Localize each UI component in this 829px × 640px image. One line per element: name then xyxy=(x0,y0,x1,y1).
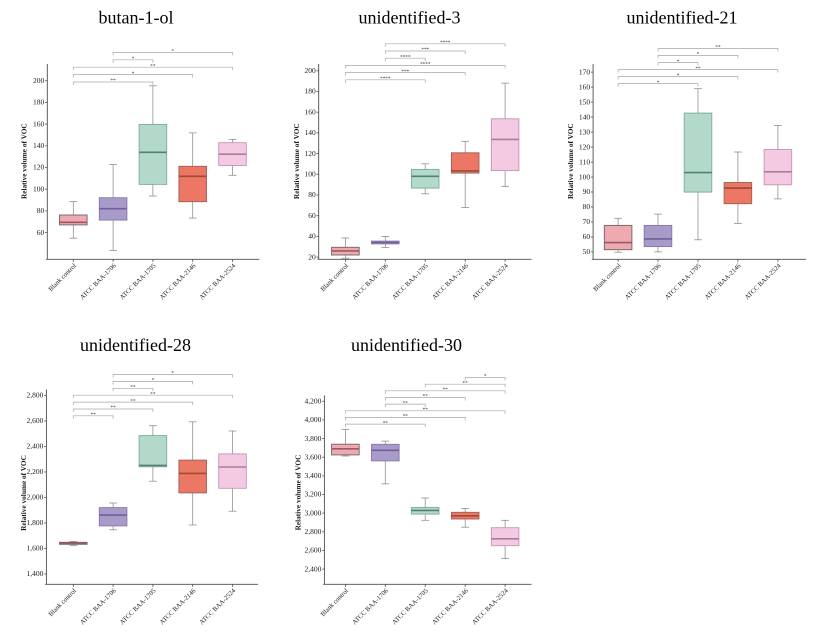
svg-text:**: ** xyxy=(403,414,409,420)
svg-text:140: 140 xyxy=(579,112,591,121)
svg-text:Relative volume of VOC: Relative volume of VOC xyxy=(294,455,303,531)
svg-text:120: 120 xyxy=(33,163,45,172)
svg-text:**: ** xyxy=(91,412,97,418)
svg-text:*: * xyxy=(172,49,175,55)
svg-text:Relative volume of VOC: Relative volume of VOC xyxy=(20,123,29,199)
svg-text:140: 140 xyxy=(33,141,45,150)
svg-text:****: **** xyxy=(420,62,431,68)
svg-text:70: 70 xyxy=(583,217,591,226)
svg-text:160: 160 xyxy=(304,107,316,116)
svg-text:**: ** xyxy=(403,400,409,406)
svg-text:2,600: 2,600 xyxy=(27,416,44,425)
svg-text:150: 150 xyxy=(579,97,591,106)
svg-text:Relative volume of VOC: Relative volume of VOC xyxy=(566,123,575,199)
svg-text:2,200: 2,200 xyxy=(27,467,44,476)
svg-text:90: 90 xyxy=(583,187,591,196)
svg-text:50: 50 xyxy=(583,247,591,256)
svg-text:1,400: 1,400 xyxy=(27,569,44,578)
svg-text:**: ** xyxy=(423,407,429,413)
svg-text:**: ** xyxy=(130,385,136,391)
svg-text:*: * xyxy=(677,73,680,79)
svg-text:3,400: 3,400 xyxy=(305,471,322,480)
svg-text:160: 160 xyxy=(579,82,591,91)
svg-text:40: 40 xyxy=(308,232,316,241)
svg-text:**: ** xyxy=(695,66,701,72)
svg-text:*: * xyxy=(677,59,680,65)
svg-text:130: 130 xyxy=(579,127,591,136)
svg-text:unidentified-30: unidentified-30 xyxy=(351,335,462,355)
svg-text:4,000: 4,000 xyxy=(305,415,322,424)
svg-text:200: 200 xyxy=(304,66,316,75)
svg-text:100: 100 xyxy=(33,184,45,193)
svg-text:180: 180 xyxy=(33,98,45,107)
svg-text:3,000: 3,000 xyxy=(305,508,322,517)
svg-text:110: 110 xyxy=(579,157,590,166)
svg-text:2,400: 2,400 xyxy=(305,564,322,573)
svg-text:*: * xyxy=(484,374,487,380)
svg-text:**: ** xyxy=(111,78,117,84)
svg-text:****: **** xyxy=(380,76,391,82)
svg-text:80: 80 xyxy=(37,206,45,215)
svg-text:20: 20 xyxy=(308,252,316,261)
svg-text:80: 80 xyxy=(308,190,316,199)
svg-text:**: ** xyxy=(423,394,429,400)
svg-text:140: 140 xyxy=(304,128,316,137)
svg-text:**: ** xyxy=(443,387,449,393)
svg-text:**: ** xyxy=(130,398,136,404)
svg-text:60: 60 xyxy=(37,228,45,237)
svg-text:****: **** xyxy=(400,54,411,60)
svg-text:160: 160 xyxy=(33,119,45,128)
svg-text:170: 170 xyxy=(579,67,591,76)
svg-text:***: *** xyxy=(421,47,429,53)
svg-text:2,800: 2,800 xyxy=(305,527,322,536)
svg-text:3,200: 3,200 xyxy=(305,490,322,499)
svg-text:3,600: 3,600 xyxy=(305,452,322,461)
svg-text:180: 180 xyxy=(304,87,316,96)
svg-text:100: 100 xyxy=(304,170,316,179)
svg-text:Relative volume of VOC: Relative volume of VOC xyxy=(19,455,28,531)
svg-text:*: * xyxy=(132,56,135,62)
svg-text:200: 200 xyxy=(33,76,45,85)
svg-text:unidentified-21: unidentified-21 xyxy=(627,8,738,28)
svg-text:**: ** xyxy=(150,391,156,397)
svg-text:100: 100 xyxy=(579,172,591,181)
svg-text:3,800: 3,800 xyxy=(305,434,322,443)
svg-text:1,600: 1,600 xyxy=(27,544,44,553)
svg-text:****: **** xyxy=(440,40,451,46)
svg-text:*: * xyxy=(697,52,700,58)
svg-text:**: ** xyxy=(715,45,721,51)
svg-text:4,200: 4,200 xyxy=(305,397,322,406)
svg-text:*: * xyxy=(132,71,135,77)
svg-text:Relative volume of VOC: Relative volume of VOC xyxy=(292,123,301,199)
svg-text:*: * xyxy=(657,80,660,86)
svg-text:***: *** xyxy=(401,69,409,75)
svg-text:**: ** xyxy=(463,380,469,386)
svg-text:*: * xyxy=(172,371,175,377)
svg-text:**: ** xyxy=(383,420,389,426)
svg-text:120: 120 xyxy=(579,142,591,151)
svg-text:120: 120 xyxy=(304,149,316,158)
svg-text:unidentified-28: unidentified-28 xyxy=(80,335,191,355)
svg-text:unidentified-3: unidentified-3 xyxy=(359,8,461,28)
svg-text:2,800: 2,800 xyxy=(27,391,44,400)
svg-text:60: 60 xyxy=(308,211,316,220)
svg-text:**: ** xyxy=(111,405,117,411)
svg-text:2,600: 2,600 xyxy=(305,546,322,555)
svg-text:80: 80 xyxy=(583,202,591,211)
svg-text:1,800: 1,800 xyxy=(27,518,44,527)
svg-text:60: 60 xyxy=(583,232,591,241)
svg-text:butan-1-ol: butan-1-ol xyxy=(99,8,174,28)
svg-text:2,000: 2,000 xyxy=(27,493,44,502)
svg-text:2,400: 2,400 xyxy=(27,442,44,451)
svg-text:**: ** xyxy=(150,63,156,69)
svg-text:*: * xyxy=(152,378,155,384)
